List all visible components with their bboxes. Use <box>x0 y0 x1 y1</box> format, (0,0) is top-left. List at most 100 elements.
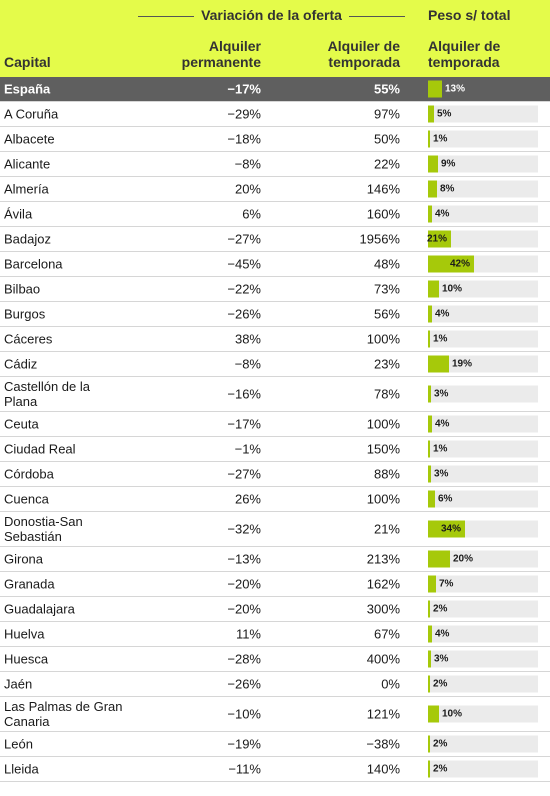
peso-bar <box>428 355 449 373</box>
peso-bar-label: 3% <box>434 468 449 480</box>
table-row: Barcelona −45% 48% 42% <box>0 252 550 277</box>
city-name: Jaén <box>4 676 33 692</box>
peso-bar <box>428 305 432 323</box>
peso-bar-track: 1% <box>428 330 538 348</box>
peso-bar <box>428 675 430 693</box>
table-row: Córdoba −27% 88% 3% <box>0 462 550 487</box>
table-row: Cuenca 26% 100% 6% <box>0 487 550 512</box>
table-row: Ceuta −17% 100% 4% <box>0 412 550 437</box>
peso-bar-track: 8% <box>428 180 538 198</box>
peso-bar-label: 4% <box>435 208 450 220</box>
city-name: Barcelona <box>4 256 63 272</box>
city-name: Ciudad Real <box>4 441 76 457</box>
alquiler-permanente-value: −28% <box>227 651 261 667</box>
peso-bar <box>428 760 430 778</box>
table-row: Badajoz −27% 1956% 21% <box>0 227 550 252</box>
alquiler-temporada-value: 48% <box>373 256 400 272</box>
city-name: Burgos <box>4 306 46 322</box>
peso-bar-track: 2% <box>428 735 538 753</box>
peso-bar <box>428 440 430 458</box>
city-name: Granada <box>4 576 55 592</box>
table-row: Girona −13% 213% 20% <box>0 547 550 572</box>
peso-bar <box>428 230 451 248</box>
peso-bar-label: 42% <box>450 258 471 270</box>
peso-bar-track: 9% <box>428 155 538 173</box>
col-header-peso-line2: temporada <box>428 54 500 70</box>
alquiler-permanente-value: −13% <box>227 551 261 567</box>
alquiler-temporada-value: 88% <box>373 466 400 482</box>
peso-bar-label: 3% <box>434 653 449 665</box>
city-name: Ceuta <box>4 416 39 432</box>
alquiler-temporada-value: 162% <box>366 576 400 592</box>
table-row: Ávila 6% 160% 4% <box>0 202 550 227</box>
peso-bar <box>428 465 431 483</box>
table-row: Huesca −28% 400% 3% <box>0 647 550 672</box>
peso-bar-label: 1% <box>433 443 448 455</box>
city-name: Lleida <box>4 761 39 777</box>
alquiler-permanente-value: −26% <box>227 676 261 692</box>
peso-bar <box>428 520 465 538</box>
alquiler-temporada-value: 1956% <box>359 231 400 247</box>
alquiler-temporada-value: 121% <box>366 706 400 722</box>
table-row-total: España −17% 55% 13% <box>0 77 550 102</box>
alquiler-permanente-value: −20% <box>227 601 261 617</box>
peso-bar-label: 5% <box>437 108 452 120</box>
alquiler-permanente-value: 26% <box>234 491 261 507</box>
table-row: A Coruña −29% 97% 5% <box>0 102 550 127</box>
alquiler-temporada-value: −38% <box>366 736 400 752</box>
table-row: Alicante −8% 22% 9% <box>0 152 550 177</box>
city-name: A Coruña <box>4 106 59 122</box>
alquiler-temporada-value: 213% <box>366 551 400 567</box>
peso-bar-track: 4% <box>428 625 538 643</box>
alquiler-temporada-value: 55% <box>373 81 400 97</box>
peso-bar-label: 10% <box>442 283 463 295</box>
peso-bar-track: 2% <box>428 760 538 778</box>
peso-bar <box>428 705 439 723</box>
city-name: Almería <box>4 181 49 197</box>
peso-bar-track: 4% <box>428 305 538 323</box>
peso-bar-label: 21% <box>427 233 448 245</box>
city-name: Ávila <box>4 206 33 222</box>
peso-bar-track: 2% <box>428 675 538 693</box>
alquiler-temporada-value: 78% <box>373 386 400 402</box>
table-row: Cáceres 38% 100% 1% <box>0 327 550 352</box>
table-row: Granada −20% 162% 7% <box>0 572 550 597</box>
city-name: Alicante <box>4 156 51 172</box>
alquiler-permanente-value: −10% <box>227 706 261 722</box>
peso-bar-track: 19% <box>428 355 538 373</box>
col-header-temp-line2: temporada <box>328 54 400 70</box>
alquiler-temporada-value: 400% <box>366 651 400 667</box>
alquiler-permanente-value: −26% <box>227 306 261 322</box>
peso-bar-track: 1% <box>428 440 538 458</box>
alquiler-temporada-value: 23% <box>373 356 400 372</box>
peso-bar-label: 2% <box>433 763 448 775</box>
alquiler-temporada-value: 300% <box>366 601 400 617</box>
alquiler-permanente-value: −11% <box>228 761 261 777</box>
table-row: Lleida −11% 140% 2% <box>0 757 550 782</box>
city-name: Badajoz <box>4 231 51 247</box>
alquiler-permanente-value: −32% <box>227 521 261 537</box>
alquiler-permanente-value: 6% <box>242 206 261 222</box>
alquiler-permanente-value: −17% <box>227 416 261 432</box>
peso-bar <box>428 180 437 198</box>
city-name: Cuenca <box>4 491 49 507</box>
city-name: Guadalajara <box>4 601 75 617</box>
peso-bar-label: 4% <box>435 308 450 320</box>
peso-bar-label: 1% <box>433 133 448 145</box>
peso-bar-track: 3% <box>428 385 538 403</box>
city-name: Girona <box>4 551 44 567</box>
alquiler-temporada-value: 21% <box>373 521 400 537</box>
peso-bar-track: 6% <box>428 490 538 508</box>
group-rule-left <box>138 16 194 17</box>
peso-bar-label: 2% <box>433 603 448 615</box>
peso-bar <box>428 490 435 508</box>
table-row: Jaén −26% 0% 2% <box>0 672 550 697</box>
peso-bar-track: 21% <box>427 230 538 248</box>
peso-bar <box>428 205 432 223</box>
peso-bar-track: 5% <box>428 105 538 123</box>
peso-bar <box>428 130 430 148</box>
peso-bar-track: 1% <box>428 130 538 148</box>
table-row: León −19% −38% 2% <box>0 732 550 757</box>
peso-bar-track: 10% <box>428 280 538 298</box>
peso-title: Peso s/ total <box>428 7 511 23</box>
